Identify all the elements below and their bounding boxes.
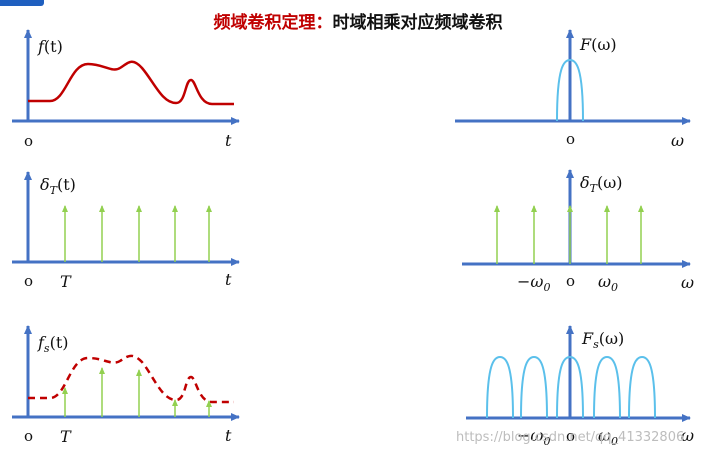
spectrum-lobe [556,58,584,122]
replicated-spectra [486,355,656,419]
label-omega: ω [681,426,694,445]
label-omega0: ω0 [598,272,618,294]
slide-title: 频域卷积定理：时域相乘对应频域卷积 [0,8,716,33]
panel-F-w: F(ω) o ω [455,29,691,150]
label-omega: ω [681,273,694,292]
spectrum-lobe [520,355,548,419]
label-origin: o [24,132,33,150]
sampled-envelope [28,354,234,404]
panel-fs-t: fs(t) o T t [12,325,240,446]
label-delta-t: δT(t) [40,175,76,197]
panel-delta-t: δT(t) o T t [12,171,240,291]
signal-curve [28,60,234,106]
panel-Fs-w: Fs(ω) −ω0 o ω0 ω [466,325,694,448]
label-origin: o [566,272,575,290]
label-omega0: ω0 [598,426,618,448]
label-origin: o [24,427,33,445]
label-T: T [60,427,72,446]
panel-f-t: f(t) o t [12,29,240,150]
label-origin: o [566,130,575,148]
watermark: https://blog.csdn.net/qq_41332806 [456,430,685,445]
spectrum-lobe [486,355,514,419]
impulse-train [62,205,212,262]
corner-accent-bar [0,0,44,6]
spectrum-lobe [556,355,584,419]
label-neg-omega0: −ω0 [517,426,550,448]
sample-impulses [62,367,212,417]
label-F-w: F(ω) [579,35,617,54]
impulse-train [494,205,644,264]
panel-delta-w: δT(ω) −ω0 o ω0 ω [462,169,694,294]
label-T: T [60,272,72,291]
label-origin: o [24,272,33,290]
theorem-name: 频域卷积定理： [213,13,333,33]
label-delta-w: δT(ω) [580,173,623,195]
label-fs-t: fs(t) [37,333,69,355]
spectrum-lobe [628,355,656,419]
label-t: t [225,426,232,445]
label-t: t [225,131,232,150]
label-omega: ω [671,131,684,150]
label-f-t: f(t) [37,37,63,56]
label-neg-omega0: −ω0 [517,272,550,294]
label-Fs-w: Fs(ω) [581,329,624,351]
theorem-statement: 时域相乘对应频域卷积 [332,13,503,33]
spectrum-lobe [593,355,621,419]
label-origin: o [566,427,575,445]
label-t: t [225,270,232,289]
